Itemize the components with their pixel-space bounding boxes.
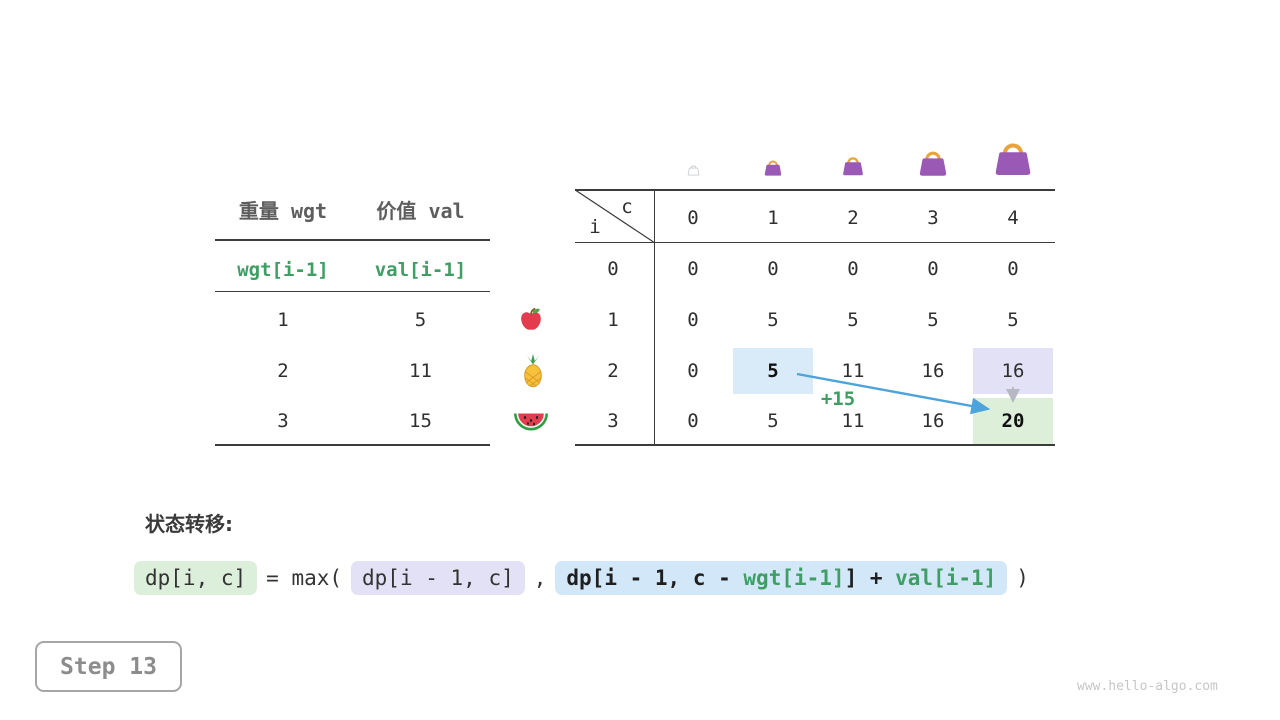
transition-formula: dp[i, c] = max( dp[i - 1, c] , dp[i - 1,… bbox=[134, 561, 1029, 595]
formula-dp-current: dp[i, c] bbox=[134, 561, 258, 595]
dp-cell: 0 bbox=[687, 309, 699, 331]
dp-cell: 0 bbox=[847, 258, 859, 280]
dp-cell: 5 bbox=[927, 309, 939, 331]
dp-table-header-rule bbox=[575, 242, 1055, 243]
step-label: Step 13 bbox=[60, 653, 157, 680]
item-3-value: 15 bbox=[409, 410, 432, 432]
dp-cell-current: 20 bbox=[1001, 410, 1025, 432]
dp-cell: 11 bbox=[841, 410, 865, 432]
items-table-header-value: 价值 val bbox=[376, 199, 465, 223]
dp-col-header: 3 bbox=[927, 207, 939, 229]
dp-cell: 0 bbox=[767, 258, 779, 280]
dp-cell: 0 bbox=[687, 410, 699, 432]
apple-icon bbox=[517, 306, 545, 334]
dp-cell-skip: 16 bbox=[1001, 360, 1025, 382]
dp-col-header: 0 bbox=[687, 207, 699, 229]
items-table-header-weight: 重量 wgt bbox=[238, 199, 328, 223]
dp-row-header: 3 bbox=[607, 410, 619, 432]
formula-term-take-wgt: wgt[i-1] bbox=[743, 566, 845, 590]
dp-cell-source: 5 bbox=[767, 360, 779, 382]
dp-cell: 0 bbox=[687, 360, 699, 382]
dp-row-header: 1 bbox=[607, 309, 619, 331]
dp-corner-col-var: c bbox=[621, 196, 633, 218]
formula-term-take-mid: ] + bbox=[844, 566, 896, 590]
dp-table-bottom-rule bbox=[575, 444, 1055, 446]
items-table-bottom-rule bbox=[215, 444, 490, 446]
watermelon-icon bbox=[513, 411, 549, 431]
formula-term-take-prefix: dp[i - 1, c - bbox=[566, 566, 744, 590]
dp-cell: 16 bbox=[921, 360, 945, 382]
dp-table-vertical-rule bbox=[654, 189, 655, 446]
dp-cell: 5 bbox=[847, 309, 859, 331]
bag-capacity-0-icon bbox=[687, 163, 700, 176]
items-table-wgt-symbol: wgt[i-1] bbox=[237, 259, 329, 281]
formula-max-open: = max( bbox=[266, 566, 343, 590]
items-table-header-rule bbox=[215, 239, 490, 241]
dp-cell: 5 bbox=[767, 410, 779, 432]
dp-col-header: 2 bbox=[847, 207, 859, 229]
dp-row-header: 0 bbox=[607, 258, 619, 280]
formula-term-take: dp[i - 1, c - wgt[i-1]] + val[i-1] bbox=[555, 561, 1008, 595]
formula-comma: , bbox=[533, 566, 547, 590]
dp-col-header: 4 bbox=[1007, 207, 1019, 229]
item-2-value: 11 bbox=[409, 360, 432, 382]
item-1-weight: 1 bbox=[277, 309, 289, 331]
formula-close-paren: ) bbox=[1016, 566, 1029, 590]
item-2-weight: 2 bbox=[277, 360, 289, 382]
dp-col-header: 1 bbox=[767, 207, 779, 229]
transition-add-label: +15 bbox=[820, 388, 856, 410]
dp-cell: 0 bbox=[927, 258, 939, 280]
dp-cell: 0 bbox=[687, 258, 699, 280]
state-transition-label: 状态转移: bbox=[145, 512, 233, 536]
formula-term-take-val: val[i-1] bbox=[895, 566, 997, 590]
items-table-symbol-rule bbox=[215, 291, 490, 292]
bag-capacity-2-icon bbox=[841, 153, 865, 177]
bag-capacity-1-icon bbox=[763, 157, 783, 177]
dp-table-top-rule bbox=[575, 189, 1055, 191]
dp-cell: 0 bbox=[1007, 258, 1019, 280]
dp-row-header: 2 bbox=[607, 360, 619, 382]
step-indicator: Step 13 bbox=[35, 641, 182, 692]
dp-cell: 16 bbox=[921, 410, 945, 432]
items-table-val-symbol: val[i-1] bbox=[374, 259, 467, 281]
item-1-value: 5 bbox=[414, 309, 427, 331]
formula-term-skip: dp[i - 1, c] bbox=[351, 561, 525, 595]
dp-cell: 5 bbox=[1007, 309, 1019, 331]
watermark: www.hello-algo.com bbox=[1077, 679, 1218, 694]
dp-cell: 5 bbox=[767, 309, 779, 331]
dp-cell: 11 bbox=[841, 360, 865, 382]
dp-corner-row-var: i bbox=[589, 216, 601, 238]
pineapple-icon bbox=[519, 353, 547, 388]
bag-capacity-4-icon bbox=[992, 136, 1034, 178]
bag-capacity-3-icon bbox=[917, 146, 949, 178]
item-3-weight: 3 bbox=[277, 410, 289, 432]
